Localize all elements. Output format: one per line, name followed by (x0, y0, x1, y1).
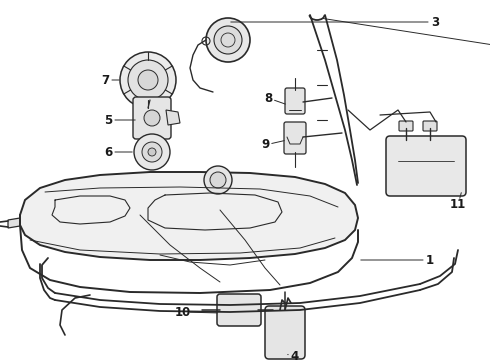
Circle shape (120, 52, 176, 108)
FancyBboxPatch shape (386, 136, 466, 196)
Circle shape (128, 60, 168, 100)
Circle shape (206, 18, 250, 62)
FancyBboxPatch shape (423, 121, 437, 131)
Text: 5: 5 (104, 113, 112, 126)
FancyBboxPatch shape (265, 306, 305, 359)
Polygon shape (20, 172, 358, 260)
Text: 4: 4 (291, 350, 299, 360)
Polygon shape (8, 218, 20, 228)
Circle shape (144, 110, 160, 126)
Text: 8: 8 (264, 91, 272, 104)
Circle shape (138, 70, 158, 90)
Text: 1: 1 (426, 253, 434, 266)
Text: 6: 6 (104, 145, 112, 158)
FancyBboxPatch shape (284, 122, 306, 154)
Text: 10: 10 (175, 306, 191, 319)
Text: 11: 11 (450, 198, 466, 211)
Polygon shape (166, 110, 180, 125)
Text: 9: 9 (261, 139, 269, 152)
Circle shape (204, 166, 232, 194)
Text: 7: 7 (101, 73, 109, 86)
Circle shape (134, 134, 170, 170)
Text: 3: 3 (431, 15, 439, 28)
Circle shape (214, 26, 242, 54)
FancyBboxPatch shape (285, 88, 305, 114)
Circle shape (142, 142, 162, 162)
Circle shape (210, 172, 226, 188)
FancyBboxPatch shape (399, 121, 413, 131)
FancyBboxPatch shape (217, 294, 261, 326)
FancyBboxPatch shape (133, 97, 171, 139)
Circle shape (148, 148, 156, 156)
